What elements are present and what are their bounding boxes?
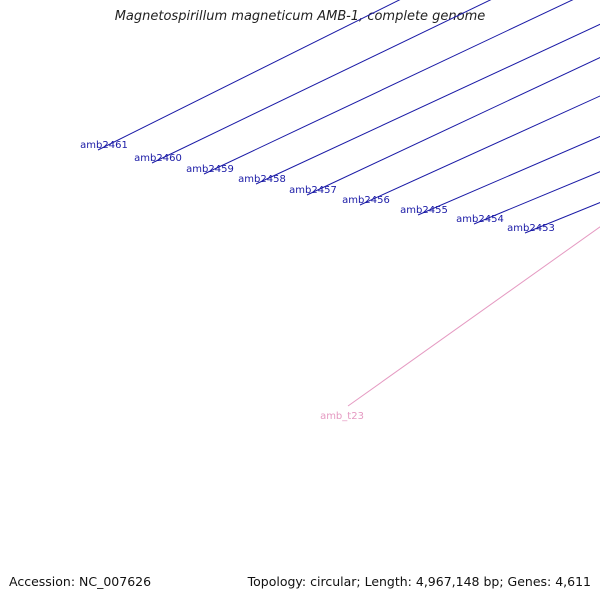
gene-leader-line — [359, 95, 600, 206]
gene-leader-line — [417, 135, 600, 216]
gene-leader-line — [306, 57, 600, 196]
gene-leader-line — [203, 0, 574, 175]
gene-leader-line — [255, 23, 600, 185]
gene-leader-line — [151, 0, 492, 164]
gene-label: amb2453 — [507, 223, 555, 234]
gene-label: amb2459 — [186, 164, 234, 175]
accession-text: Accession: NC_007626 — [9, 574, 152, 589]
gene-label: amb2454 — [456, 214, 504, 225]
trna-leader-line — [347, 226, 600, 407]
gene-label: amb2456 — [342, 195, 390, 206]
gene-label: amb2460 — [134, 153, 182, 164]
gene-label: amb2458 — [238, 174, 286, 185]
gene-label: amb2461 — [80, 140, 128, 151]
gene-label: amb2455 — [400, 205, 448, 216]
genome-title: Magnetospirillum magneticum AMB-1, compl… — [114, 9, 486, 24]
topology-text: Topology: circular; Length: 4,967,148 bp… — [247, 574, 591, 589]
trna-label: amb_t23 — [320, 411, 364, 422]
gene-label: amb2457 — [289, 185, 337, 196]
gene-leader-line — [97, 0, 401, 151]
